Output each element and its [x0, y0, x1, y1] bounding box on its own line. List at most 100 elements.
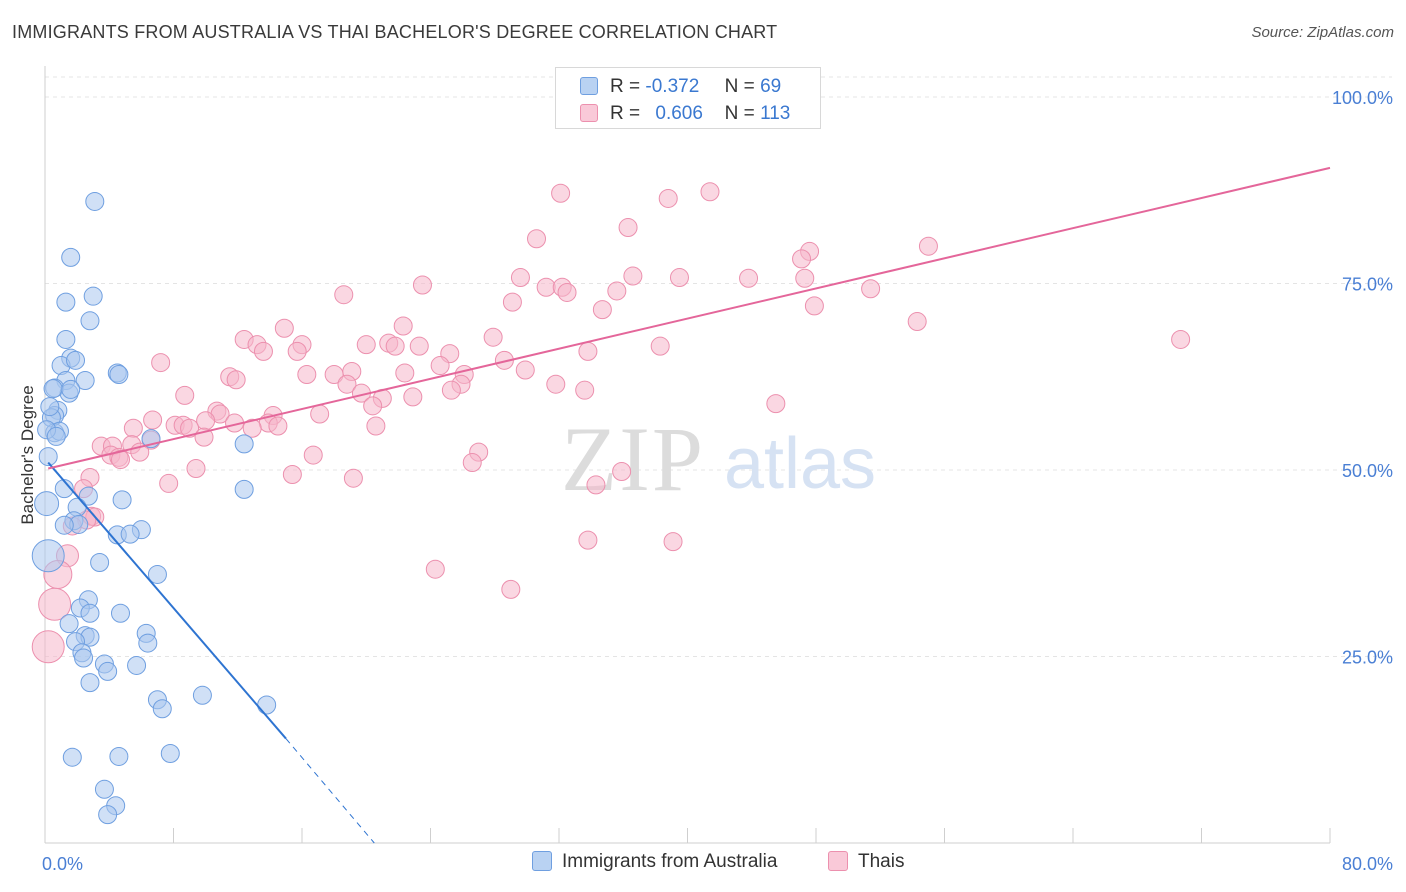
thai-point [658, 188, 678, 208]
australia-point [109, 746, 129, 766]
australia-point [85, 191, 105, 211]
australia-point [75, 370, 95, 390]
thai-point [343, 468, 363, 488]
bottom-legend-australia: Immigrants from Australia [532, 851, 777, 873]
australia-point [112, 490, 132, 510]
n-label: N = [724, 76, 755, 97]
n-label: N = [724, 103, 755, 124]
thai-point [395, 363, 415, 383]
australia-legend-label: Immigrants from Australia [562, 851, 778, 872]
thai-point [180, 418, 200, 438]
australia-r-value: -0.372 [645, 76, 700, 97]
australia-point [38, 447, 58, 467]
australia-point [98, 661, 118, 681]
thai-point [334, 285, 354, 305]
thai-point [242, 418, 262, 438]
australia-point [59, 614, 79, 634]
australia-point [147, 564, 167, 584]
australia-point [43, 379, 63, 399]
series-thais-points [31, 182, 1191, 664]
australia-point [40, 397, 60, 417]
australia-point [120, 524, 140, 544]
thai-point [226, 370, 246, 390]
australia-point [109, 365, 129, 385]
australia-swatch [580, 77, 598, 95]
chart-title: IMMIGRANTS FROM AUSTRALIA VS THAI BACHEL… [12, 22, 778, 42]
australia-point [80, 311, 100, 331]
australia-point [257, 695, 277, 715]
thai-point [527, 229, 547, 249]
thai-point [441, 380, 461, 400]
australia-point [152, 699, 172, 719]
thai-point [175, 385, 195, 405]
thai-point [287, 341, 307, 361]
thai-point [861, 279, 881, 299]
watermark-zip: ZIP [561, 408, 705, 510]
australia-trend-extension [285, 738, 375, 844]
thai-point [282, 464, 302, 484]
thai-point [918, 236, 938, 256]
thai-point [592, 300, 612, 320]
x-axis-ticks: 0.0% 80.0% [42, 854, 1393, 874]
thai-point [804, 296, 824, 316]
r-label: R = [610, 103, 641, 124]
thai-point [366, 416, 386, 436]
legend-row-thai: R = 0.606 N = 113 [580, 103, 790, 125]
australia-point [192, 685, 212, 705]
thai-point [337, 374, 357, 394]
x-tick-label: 80.0% [1342, 854, 1393, 874]
thai-point [151, 353, 171, 373]
y-tick-label: 100.0% [1332, 88, 1393, 108]
y-tick-label: 25.0% [1342, 648, 1393, 668]
australia-point [110, 603, 130, 623]
australia-point [34, 491, 60, 517]
thai-point [403, 387, 423, 407]
trend-lines [47, 166, 1331, 844]
australia-point [127, 655, 147, 675]
thai-point [356, 335, 376, 355]
y-tick-label: 50.0% [1342, 461, 1393, 481]
thai-point [425, 559, 445, 579]
y-axis-ticks: 25.0% 50.0% 75.0% 100.0% [1332, 88, 1393, 668]
thai-point [385, 336, 405, 356]
thai-swatch [580, 104, 598, 122]
bottom-legend-thais: Thais [828, 851, 904, 873]
thai-point [907, 312, 927, 332]
thai-point [623, 266, 643, 286]
thai-point [612, 461, 632, 481]
australia-point [234, 479, 254, 499]
thai-point [462, 453, 482, 473]
australia-point [46, 426, 66, 446]
thai-point [310, 404, 330, 424]
australia-point [83, 286, 103, 306]
australia-point [54, 479, 74, 499]
thai-point [297, 365, 317, 385]
australia-point [98, 805, 118, 825]
australia-point [94, 779, 114, 799]
r-label: R = [610, 76, 641, 97]
thai-point [430, 356, 450, 376]
thai-point [196, 411, 216, 431]
australia-point [61, 379, 81, 399]
y-axis-label: Bachelor's Degree [18, 385, 37, 524]
thai-point [618, 218, 638, 238]
thai-point [159, 473, 179, 493]
australia-point [80, 673, 100, 693]
thai-point [1171, 329, 1191, 349]
series-australia-points [31, 191, 277, 825]
thai-point [186, 459, 206, 479]
thai-point [515, 360, 535, 380]
source-credit: Source: ZipAtlas.com [1251, 24, 1394, 41]
australia-trend-line [47, 461, 287, 740]
thai-point [31, 630, 65, 664]
thai-point [483, 327, 503, 347]
thai-point [551, 183, 571, 203]
thai-point [412, 275, 432, 295]
australia-point [54, 515, 74, 535]
thai-trend-line [47, 166, 1331, 470]
thai-point [536, 277, 556, 297]
thai-point [38, 587, 72, 621]
thai-point [268, 416, 288, 436]
x-tick-label: 0.0% [42, 854, 83, 874]
